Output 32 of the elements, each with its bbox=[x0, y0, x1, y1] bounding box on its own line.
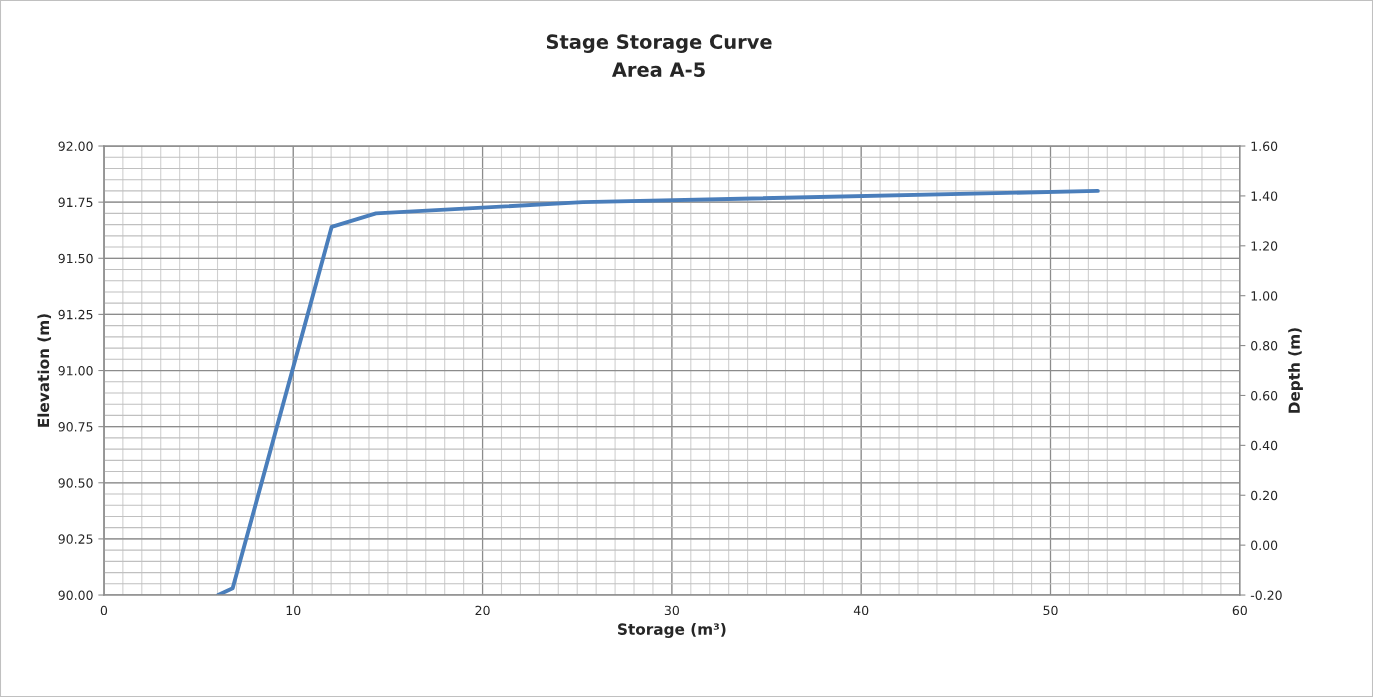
y2-tick-label: 0.20 bbox=[1251, 490, 1278, 501]
x-tick-label: 0 bbox=[100, 605, 108, 616]
y-axis-title: Elevation (m) bbox=[37, 314, 52, 427]
x-axis-title: Storage (m³) bbox=[618, 623, 726, 638]
y-tick-label: 91.50 bbox=[58, 253, 93, 264]
x-tick-label: 10 bbox=[286, 605, 301, 616]
chart-title: Stage Storage Curve bbox=[546, 34, 772, 53]
x-tick-label: 40 bbox=[853, 605, 869, 616]
y-tick-label: 91.25 bbox=[58, 309, 93, 320]
y-tick-label: 92.00 bbox=[58, 141, 93, 151]
y2-tick-label: 0.60 bbox=[1251, 390, 1278, 401]
y-tick-label: 91.00 bbox=[58, 366, 93, 376]
y-tick-label: 91.75 bbox=[58, 197, 93, 208]
y-tick-label: 90.00 bbox=[58, 590, 93, 600]
y2-tick-label: 0.80 bbox=[1251, 341, 1278, 351]
line-series bbox=[216, 188, 1100, 596]
y2-axis-title: Depth (m) bbox=[1288, 328, 1303, 413]
y-tick-label: 90.75 bbox=[58, 422, 93, 432]
chart-subtitle: Area A-5 bbox=[611, 62, 705, 77]
y2-tick-label: -0.20 bbox=[1250, 590, 1282, 600]
y-tick-label: 90.25 bbox=[58, 534, 93, 544]
y2-tick-label: 1.20 bbox=[1251, 241, 1278, 251]
y-tick-label: 90.50 bbox=[58, 478, 93, 488]
y2-tick-label: 1.40 bbox=[1251, 191, 1278, 201]
x-tick-label: 60 bbox=[1232, 605, 1247, 616]
y2-tick-label: 0.40 bbox=[1251, 440, 1278, 451]
y2-tick-label: 1.60 bbox=[1251, 141, 1278, 151]
x-tick-label: 20 bbox=[475, 605, 490, 616]
y2-tick-label: 0.00 bbox=[1251, 540, 1278, 551]
x-tick-label: 50 bbox=[1043, 605, 1058, 616]
y2-tick-label: 1.00 bbox=[1251, 291, 1278, 301]
x-tick-label: 30 bbox=[664, 605, 679, 616]
